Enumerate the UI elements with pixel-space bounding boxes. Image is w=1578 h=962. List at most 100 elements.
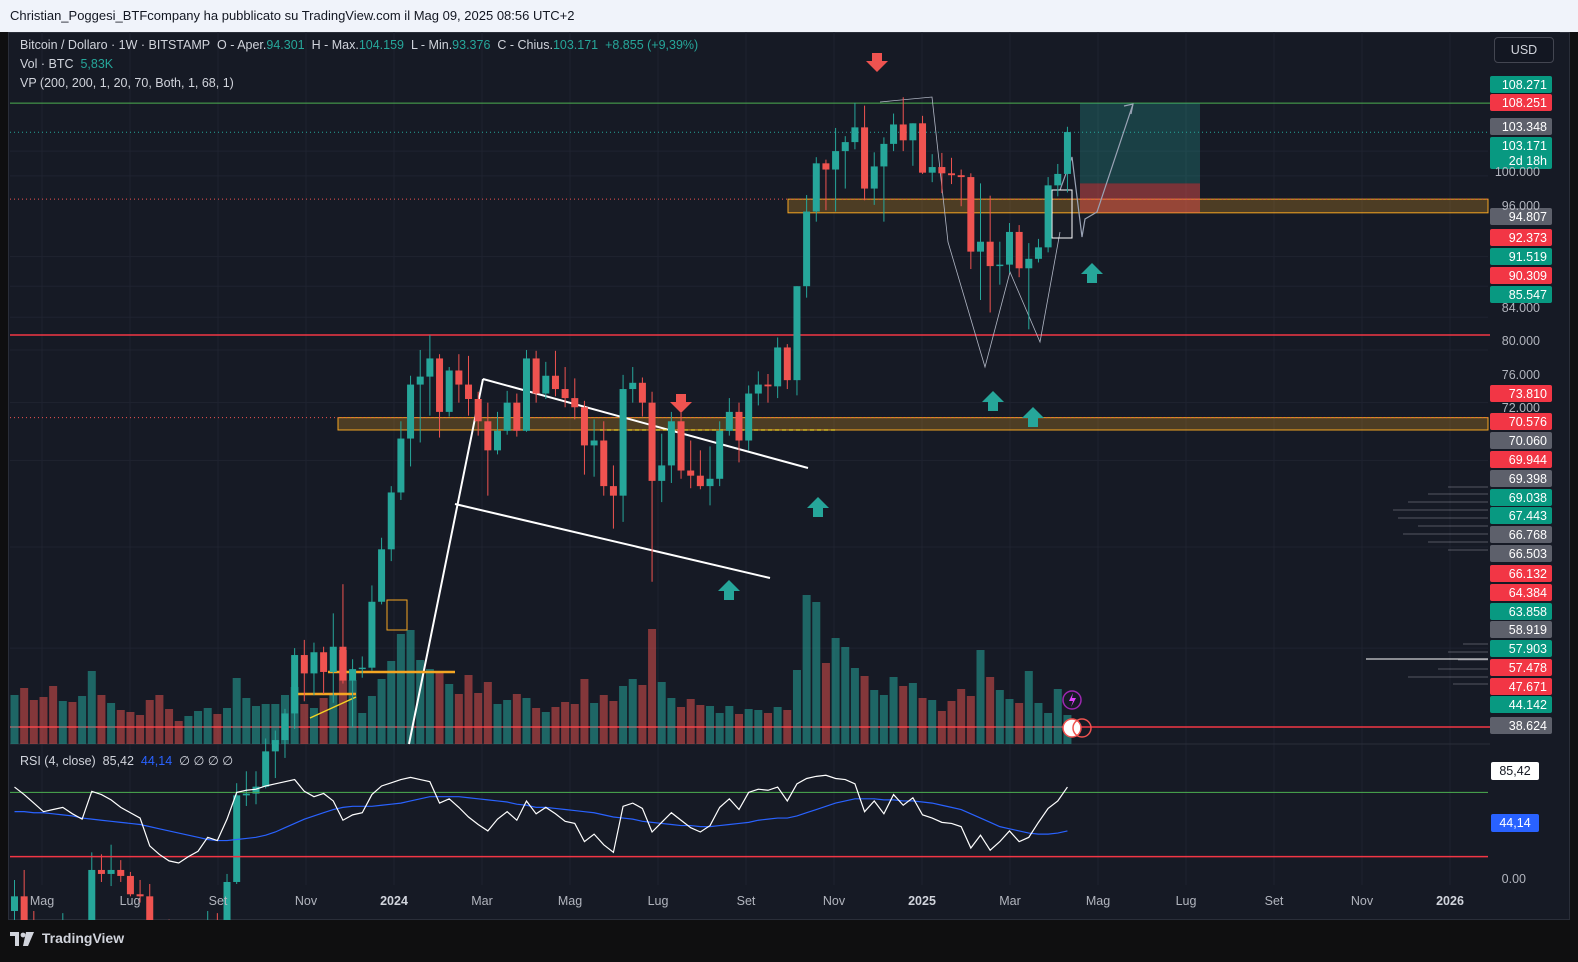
volume-bar — [512, 694, 521, 744]
candle-body — [252, 786, 260, 794]
x-tick-label: Set — [737, 894, 756, 908]
volume-bar — [590, 703, 599, 744]
price-tag — [1490, 451, 1552, 468]
rsi-ma-value: 44,14 — [140, 754, 173, 768]
price-tag — [1490, 267, 1552, 284]
rsi-extra: ∅ ∅ ∅ ∅ — [179, 754, 234, 768]
channel-upper-line — [482, 378, 809, 469]
candle-body — [107, 869, 115, 874]
candle-body — [919, 123, 927, 173]
y-tick-label: 76.000 — [1502, 368, 1540, 382]
arrow-down-icon — [866, 53, 888, 72]
price-tag — [1490, 248, 1552, 265]
volume-bar — [995, 690, 1004, 744]
price-tag — [1490, 229, 1552, 246]
volume-bar — [367, 696, 376, 744]
attribution-bar: Christian_Poggesi_BTFcompany ha pubblica… — [0, 0, 1578, 32]
drawings — [298, 96, 1134, 745]
candle-body — [271, 740, 279, 752]
x-tick-label: Lug — [120, 894, 141, 908]
vp-legend[interactable]: VP (200, 200, 1, 20, 70, Both, 1, 68, 1) — [20, 76, 234, 90]
rsi-line — [14, 774, 1068, 864]
candle-body — [387, 492, 395, 550]
candle-body — [436, 358, 444, 412]
volume-bar — [387, 661, 396, 744]
rsi-label[interactable]: RSI (4, close) — [20, 754, 96, 768]
volume-bar — [812, 602, 821, 744]
rsi-legend[interactable]: RSI (4, close) 85,42 44,14 ∅ ∅ ∅ ∅ — [20, 753, 233, 768]
vol-label[interactable]: Vol · BTC — [20, 57, 74, 71]
x-tick-label: Mag — [30, 894, 54, 908]
arrow-up-icon — [1081, 263, 1103, 283]
candle-body — [1044, 185, 1052, 248]
candle-body — [880, 143, 888, 167]
volume-bar — [358, 713, 367, 744]
arrow-up-icon — [982, 391, 1004, 411]
x-tick-label: Set — [209, 894, 228, 908]
volume-bar — [87, 671, 96, 744]
rect-marker — [1051, 189, 1073, 239]
volume-bar — [783, 710, 792, 744]
candle-body — [532, 358, 540, 394]
candle-body — [503, 402, 511, 431]
candle-body — [822, 163, 830, 170]
low-label: L - Min. — [410, 38, 453, 52]
price-tag — [1490, 696, 1552, 713]
candle-body — [638, 382, 646, 403]
x-tick-label: 2026 — [1436, 894, 1464, 908]
position-target-zone — [1080, 103, 1200, 184]
volume-bar — [474, 693, 483, 744]
candle-body — [349, 669, 357, 681]
candle-body — [484, 421, 492, 451]
volume-bar — [609, 701, 618, 744]
candle-body — [416, 376, 424, 385]
vp-label[interactable]: VP (200, 200, 1, 20, 70, Both, 1, 68, 1) — [20, 76, 234, 90]
candle-body — [126, 875, 134, 895]
candle-body — [938, 167, 946, 174]
symbol-title[interactable]: Bitcoin / Dollaro · 1W · BITSTAMP — [20, 38, 211, 52]
footer-brand[interactable]: TradingView — [10, 926, 124, 950]
vol-value: 5,83K — [80, 57, 114, 71]
ohlc-legend: Bitcoin / Dollaro · 1W · BITSTAMP O - Ap… — [20, 38, 698, 52]
volume-bar — [319, 698, 328, 744]
candle-body — [1034, 247, 1042, 259]
volume-bar — [58, 701, 67, 744]
x-tick-label: Set — [1265, 894, 1284, 908]
price-tag — [1490, 640, 1552, 657]
currency-button[interactable]: USD — [1494, 37, 1554, 63]
volume-bar — [39, 697, 48, 744]
candle-body — [996, 264, 1004, 267]
y-tick-label: 100.000 — [1495, 165, 1540, 179]
arrow-up-icon — [807, 497, 829, 517]
arrow-up-icon — [1022, 407, 1044, 427]
price-tag-label: 44.142 — [1509, 698, 1547, 712]
candle-body — [590, 440, 598, 446]
candle-body — [1015, 231, 1023, 269]
volume-bar — [1053, 689, 1062, 744]
volume-bar — [338, 650, 347, 744]
price-tag-label: 70.060 — [1509, 434, 1547, 448]
candle-body — [542, 375, 550, 394]
candle-body — [455, 370, 463, 385]
price-tag-label: 90.309 — [1509, 269, 1547, 283]
volume-bar — [271, 704, 280, 744]
volume-bar — [20, 688, 29, 744]
candle-body — [329, 646, 337, 672]
price-tag — [1490, 603, 1552, 620]
candle-body — [928, 167, 936, 173]
volume-bar — [715, 713, 724, 744]
volume-bar — [223, 708, 232, 744]
price-tag-label: 66.768 — [1509, 528, 1547, 542]
volume-bar — [232, 678, 241, 744]
candle-body — [1063, 132, 1071, 174]
candle-body — [851, 127, 859, 143]
candle-body — [11, 896, 18, 912]
candle-body — [291, 655, 299, 714]
time-axis: Mag Lug Set Nov 2024 Mar Mag Lug Set Nov 2025 Mar Ma… — [30, 894, 1464, 908]
volume-bar — [329, 695, 338, 744]
price-tag — [1490, 385, 1552, 402]
x-tick-label: Mar — [471, 894, 493, 908]
price-tag-countdown: 2d 18h — [1509, 154, 1547, 168]
volume-bar — [194, 711, 203, 744]
